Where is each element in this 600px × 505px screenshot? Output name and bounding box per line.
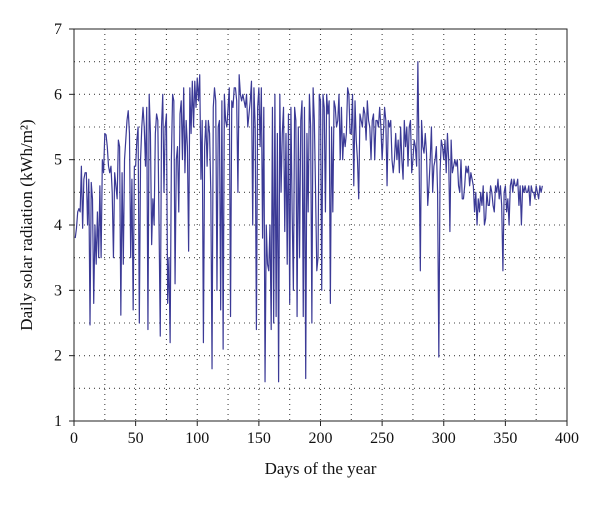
y-axis-ticks: 1 2 3 4 5 6 7 bbox=[54, 21, 74, 430]
x-tick-label: 400 bbox=[555, 430, 579, 447]
x-axis-title: Days of the year bbox=[265, 459, 377, 478]
y-tick-label: 6 bbox=[54, 86, 62, 103]
y-tick-label: 7 bbox=[54, 21, 62, 38]
x-tick-label: 50 bbox=[128, 430, 144, 447]
y-tick-label: 3 bbox=[54, 282, 62, 299]
x-tick-label: 0 bbox=[70, 430, 78, 447]
x-tick-label: 350 bbox=[493, 430, 517, 447]
y-axis-title: Daily solar radiation (kWh/m²) bbox=[17, 119, 36, 330]
x-axis-ticks: 0 50 100 150 200 250 300 350 400 bbox=[70, 421, 579, 447]
x-tick-label: 300 bbox=[432, 430, 456, 447]
plot-area bbox=[74, 61, 543, 383]
x-tick-label: 200 bbox=[309, 430, 333, 447]
y-tick-label: 1 bbox=[54, 413, 62, 430]
series-line bbox=[74, 61, 543, 383]
y-tick-label: 5 bbox=[54, 152, 62, 169]
x-tick-label: 100 bbox=[185, 430, 209, 447]
y-tick-label: 2 bbox=[54, 348, 62, 365]
x-tick-label: 150 bbox=[247, 430, 271, 447]
x-tick-label: 250 bbox=[370, 430, 394, 447]
y-tick-label: 4 bbox=[54, 217, 62, 234]
